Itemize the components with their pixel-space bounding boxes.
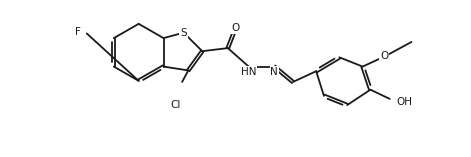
- Text: F: F: [75, 27, 81, 37]
- Text: HN: HN: [241, 67, 257, 77]
- Text: S: S: [180, 28, 187, 38]
- Text: OH: OH: [396, 97, 412, 107]
- Text: S: S: [180, 28, 187, 38]
- Text: Cl: Cl: [170, 100, 180, 110]
- Text: N: N: [270, 67, 278, 77]
- Text: O: O: [380, 51, 389, 61]
- Text: O: O: [231, 23, 240, 33]
